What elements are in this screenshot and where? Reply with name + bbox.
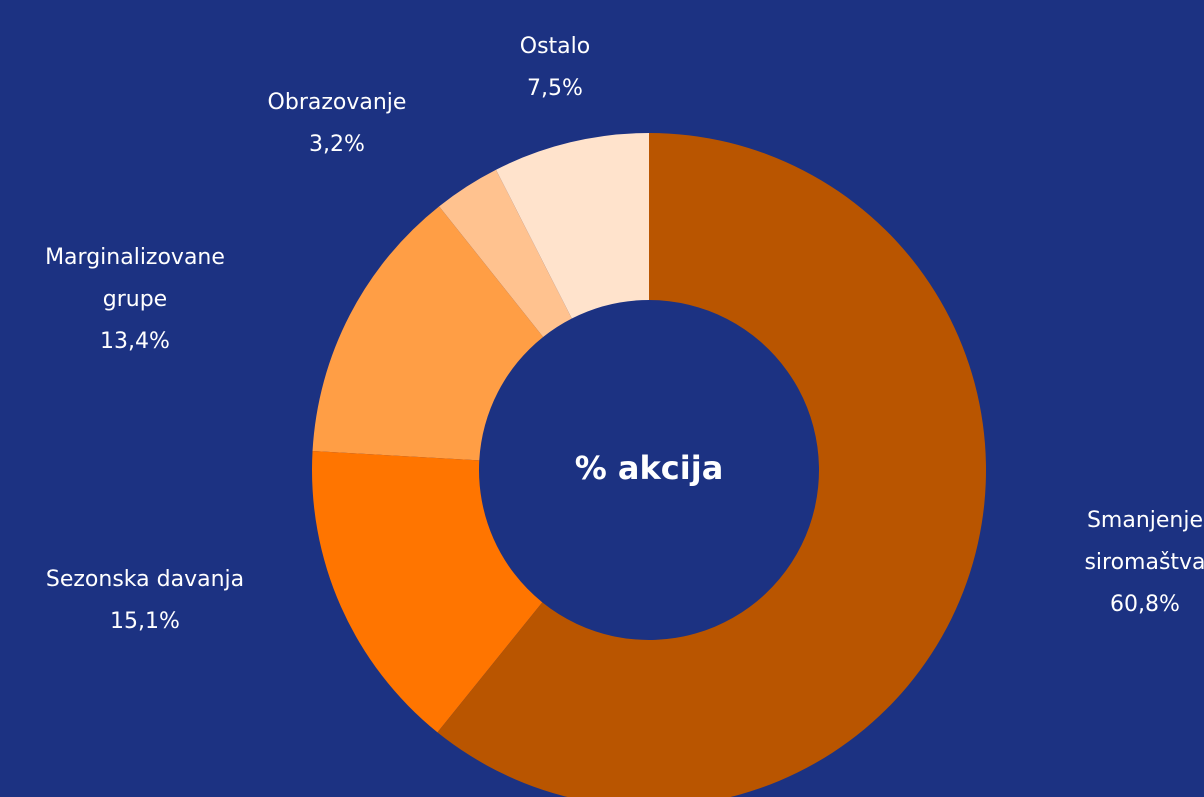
value-label: 60,8% xyxy=(1110,592,1180,617)
value-label: 7,5% xyxy=(527,76,583,101)
value-label: 15,1% xyxy=(110,609,180,634)
donut-slice xyxy=(437,133,986,797)
value-label: 3,2% xyxy=(309,132,365,157)
category-name: Obrazovanje xyxy=(267,90,407,115)
category-name: Marginalizovane grupe xyxy=(45,245,225,312)
donut-slice xyxy=(312,206,544,461)
category-name: Smanjenje siromaštva xyxy=(1084,508,1204,575)
slice-label: Marginalizovane grupe 13,4% xyxy=(10,237,260,363)
value-label: 13,4% xyxy=(100,329,170,354)
slice-label: Smanjenje siromaštva 60,8% xyxy=(1075,500,1204,626)
slice-label: Ostalo 7,5% xyxy=(430,26,680,110)
category-name: Ostalo xyxy=(519,34,591,59)
center-label: % akcija xyxy=(575,449,724,487)
category-name: Sezonska davanja xyxy=(45,567,245,592)
donut-slice xyxy=(496,133,649,319)
slice-label: Sezonska davanja 15,1% xyxy=(20,559,270,643)
donut-slice xyxy=(312,450,543,733)
slice-label: Obrazovanje 3,2% xyxy=(212,82,462,166)
donut-slice xyxy=(439,169,572,337)
